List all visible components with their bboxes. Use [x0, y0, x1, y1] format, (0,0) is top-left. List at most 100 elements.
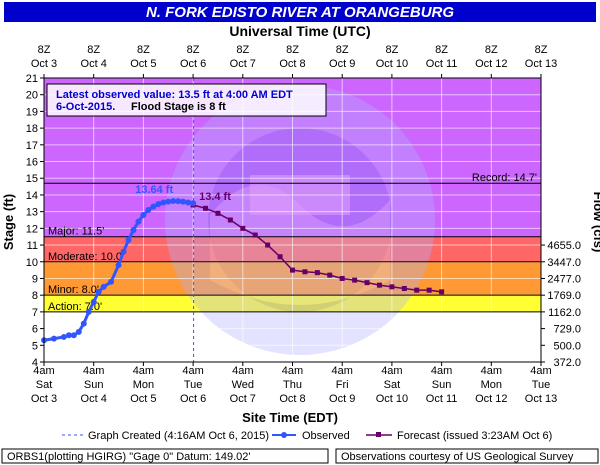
y-tick-label: 21 — [26, 73, 38, 85]
forecast-point — [414, 287, 420, 293]
observed-point — [160, 199, 167, 206]
bottom-tick-date: Oct 3 — [31, 393, 57, 405]
forecast-point — [314, 270, 320, 276]
y-tick-label: 13 — [26, 207, 38, 219]
y-tick-label: 14 — [26, 190, 38, 202]
top-tick-label: 8Z — [485, 44, 498, 56]
top-tick-date: Oct 9 — [329, 58, 355, 70]
bottom-tick-time: 4am — [232, 365, 253, 377]
y-axis-title-right: Flow (cfs) — [591, 192, 600, 253]
top-tick-date: Oct 6 — [180, 58, 206, 70]
forecast-point — [290, 267, 295, 273]
observed-point — [140, 211, 147, 218]
flow-tick-label: 372.0 — [553, 357, 581, 369]
chart-title: N. FORK EDISTO RIVER AT ORANGEBURG — [146, 4, 454, 21]
observed-point — [50, 335, 57, 342]
bottom-tick-date: Oct 9 — [329, 393, 355, 405]
bottom-tick-time: 4am — [33, 365, 54, 377]
top-tick-label: 8Z — [435, 44, 448, 56]
bottom-tick-date: Oct 11 — [426, 393, 458, 405]
observed-point — [108, 278, 115, 285]
top-tick-date: Oct 10 — [376, 58, 408, 70]
y-axis-ticks: 4 5 6 7 8 9 10 11 12 13 14 15 16 17 18 19 20 21 — [26, 73, 44, 369]
bottom-axis-ticks: 4am Sat Oct 3 4am Sun Oct 4 4am Mon Oct 5 4am Tue O… — [31, 362, 557, 405]
threshold-label: Moderate: 10.0' — [48, 251, 124, 263]
observed-point — [150, 203, 157, 210]
y-tick-label: 19 — [26, 106, 38, 118]
y-tick-label: 4 — [32, 357, 38, 369]
observed-series — [41, 197, 197, 344]
observed-point — [60, 333, 67, 340]
noaa-logo-watermark — [165, 85, 435, 355]
forecast-point — [376, 282, 382, 288]
forecast-point — [265, 242, 271, 248]
forecast-point — [426, 287, 432, 293]
forecast-point — [203, 205, 209, 211]
title-bar — [4, 2, 596, 22]
bottom-tick-time: 4am — [282, 365, 303, 377]
top-tick-date: Oct 4 — [81, 58, 107, 70]
observed-point — [85, 308, 92, 315]
observed-point — [70, 332, 77, 339]
forecast-point — [389, 284, 395, 290]
observed-point — [190, 200, 197, 207]
y-tick-label: 5 — [32, 340, 38, 352]
flow-tick-label: 729.0 — [553, 324, 581, 336]
top-tick-label: 8Z — [87, 44, 100, 56]
forecast-point — [302, 269, 308, 275]
flow-tick-label: 3447.0 — [547, 257, 581, 269]
top-tick-date: Oct 7 — [230, 58, 256, 70]
top-tick-label: 8Z — [236, 44, 249, 56]
observed-point — [75, 328, 82, 335]
bottom-tick-date: Oct 12 — [475, 393, 507, 405]
forecast-point — [227, 217, 233, 223]
forecast-point — [401, 285, 407, 291]
legend-created-label: Graph Created (4:16AM Oct 6, 2015) — [88, 430, 269, 442]
observed-point — [90, 298, 97, 305]
top-tick-label: 8Z — [137, 44, 150, 56]
bottom-tick-day: Sun — [432, 379, 452, 391]
bottom-tick-day: Tue — [184, 379, 203, 391]
bottom-tick-time: 4am — [481, 365, 502, 377]
forecast-point — [339, 275, 345, 281]
bottom-tick-date: Oct 10 — [376, 393, 408, 405]
forecast-point — [364, 280, 370, 286]
bottom-tick-time: 4am — [133, 365, 154, 377]
footer-credit: Observations courtesy of US Geological S… — [341, 451, 574, 463]
bottom-tick-day: Mon — [481, 379, 502, 391]
flow-axis-ticks: 500.0 372.0 729.0 1162.0 1769.0 2477.0 3447.0 4… — [541, 240, 581, 369]
observed-point — [185, 199, 192, 206]
bottom-tick-time: 4am — [331, 365, 352, 377]
top-axis-ticks: 8Z Oct 3 8Z Oct 4 8Z Oct 5 8Z Oct 6 8Z Oct 7 8Z Oct… — [31, 44, 557, 78]
y-tick-label: 15 — [26, 173, 38, 185]
bottom-tick-day: Wed — [232, 379, 254, 391]
bottom-tick-time: 4am — [182, 365, 203, 377]
flow-tick-label: 2477.0 — [547, 273, 581, 285]
y-tick-label: 12 — [26, 223, 38, 235]
observed-point — [135, 218, 142, 225]
y-tick-label: 16 — [26, 157, 38, 169]
y-tick-label: 10 — [26, 257, 38, 269]
y-tick-label: 9 — [32, 273, 38, 285]
y-tick-label: 8 — [32, 290, 38, 302]
top-tick-label: 8Z — [38, 44, 51, 56]
observed-point — [80, 320, 87, 327]
threshold-label: Minor: 8.0' — [48, 284, 99, 296]
legend-observed-marker — [281, 432, 287, 438]
y-tick-label: 18 — [26, 123, 38, 135]
bottom-tick-date: Oct 8 — [279, 393, 305, 405]
observed-point — [95, 288, 102, 295]
info-line-2b: Flood Stage is 8 ft — [131, 101, 226, 113]
top-tick-date: Oct 5 — [130, 58, 156, 70]
y-tick-label: 7 — [32, 307, 38, 319]
info-line-2a: 6-Oct-2015. — [56, 101, 115, 113]
info-box — [46, 83, 327, 117]
peak-label: 13.64 ft — [135, 184, 173, 196]
info-line-1: Latest observed value: 13.5 ft at 4:00 A… — [56, 89, 293, 101]
observed-point — [165, 198, 172, 205]
bottom-tick-day: Thu — [283, 379, 302, 391]
y-axis-title-left: Stage (ft) — [1, 194, 16, 250]
top-tick-label: 8Z — [535, 44, 548, 56]
forecast-point — [252, 232, 258, 238]
